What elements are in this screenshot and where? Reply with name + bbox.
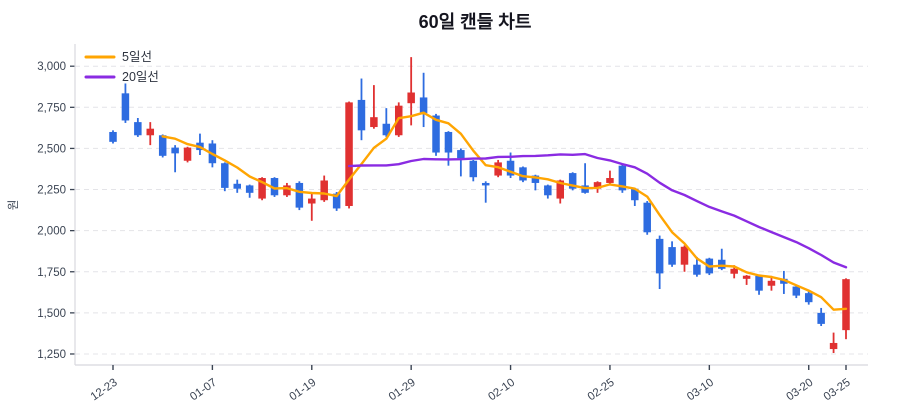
candle-body-down bbox=[817, 312, 825, 324]
legend-item-ma20: 20일선 bbox=[84, 70, 159, 84]
candle-body-down bbox=[432, 115, 440, 153]
candle-body-down bbox=[668, 247, 676, 265]
candle-body-down bbox=[481, 182, 490, 186]
x-tick-label: 12-23 bbox=[89, 377, 120, 404]
candle-body-down bbox=[631, 188, 639, 201]
candle-body-down bbox=[469, 160, 478, 178]
candle-body-down bbox=[531, 175, 540, 183]
candle-body-down bbox=[618, 165, 627, 191]
x-tick-label: 01-07 bbox=[188, 377, 219, 404]
candle-body-up bbox=[842, 279, 850, 331]
candle-body-up bbox=[494, 162, 502, 176]
candle-body-down bbox=[643, 202, 651, 233]
y-tick-label: 3,000 bbox=[37, 61, 66, 73]
candle-body-down bbox=[444, 131, 453, 153]
candle-body-down bbox=[121, 93, 130, 121]
x-tick-label: 03-10 bbox=[685, 377, 716, 404]
legend-label-ma20: 20일선 bbox=[122, 70, 159, 84]
candle-body-down bbox=[519, 167, 527, 181]
candle-body-up bbox=[283, 185, 291, 196]
candle-body-up bbox=[308, 198, 316, 204]
candle-body-up bbox=[829, 342, 838, 350]
candle-body-down bbox=[295, 182, 304, 208]
candle-body-down bbox=[382, 123, 391, 136]
candle-body-down bbox=[655, 238, 664, 274]
candle-body-up bbox=[183, 147, 192, 161]
ma-layer bbox=[161, 111, 848, 311]
candle-body-down bbox=[780, 278, 788, 284]
y-tick-label: 2,250 bbox=[37, 185, 66, 197]
grid-layer bbox=[75, 65, 868, 355]
x-tick-label: 01-29 bbox=[387, 377, 418, 404]
candle-body-down bbox=[568, 173, 577, 189]
candle-body-down bbox=[270, 178, 279, 196]
candle-body-down bbox=[233, 183, 241, 189]
x-tick-label: 03-25 bbox=[822, 377, 853, 404]
candle-body-down bbox=[755, 275, 763, 291]
candle-body-down bbox=[457, 150, 465, 159]
candle-body-down bbox=[158, 135, 167, 156]
candle-body-down bbox=[792, 286, 801, 296]
candle-body-down bbox=[109, 131, 117, 142]
y-axis-label: 원 bbox=[6, 200, 20, 211]
candle-body-up bbox=[320, 180, 328, 201]
candle-body-down bbox=[357, 99, 366, 131]
candle-body-down bbox=[804, 293, 813, 303]
candle-body-up bbox=[370, 117, 378, 128]
candle-body-up bbox=[146, 128, 155, 136]
y-tick-label: 1,500 bbox=[37, 308, 66, 320]
candle-body-up bbox=[345, 102, 353, 206]
candle-body-up bbox=[730, 268, 738, 274]
legend: 5일선 20일선 bbox=[84, 50, 159, 84]
y-tick-label: 2,750 bbox=[37, 102, 66, 114]
chart-title: 60일 캔들 차트 bbox=[419, 12, 532, 32]
candle-body-up bbox=[394, 105, 403, 136]
candle-body-up bbox=[407, 92, 415, 104]
candle-body-up bbox=[258, 178, 266, 199]
candle-body-up bbox=[606, 178, 614, 183]
x-tick-label: 02-25 bbox=[586, 377, 617, 404]
y-tick-label: 1,250 bbox=[37, 349, 66, 361]
candle-body-up bbox=[767, 280, 776, 286]
candle-body-up bbox=[680, 246, 689, 265]
axis-layer: 3,000 2,750 2,500 2,250 2,000 1,750 1,500 1,250… bbox=[37, 44, 868, 403]
candle-body-down bbox=[245, 185, 254, 193]
y-tick-label: 1,750 bbox=[37, 267, 66, 279]
candle-layer bbox=[109, 57, 850, 353]
x-tick-label: 03-20 bbox=[784, 377, 815, 404]
candle-body-up bbox=[556, 180, 565, 199]
x-tick-label: 01-19 bbox=[288, 377, 319, 404]
candle-body-down bbox=[544, 185, 552, 196]
legend-label-ma5: 5일선 bbox=[122, 50, 152, 64]
ma-line-20 bbox=[347, 152, 848, 269]
candle-body-down bbox=[171, 147, 179, 154]
ma-line-5 bbox=[161, 111, 848, 311]
candle-body-down bbox=[221, 163, 229, 188]
legend-item-ma5: 5일선 bbox=[84, 50, 152, 64]
candle-body-down bbox=[332, 193, 341, 209]
candle-body-down bbox=[419, 97, 428, 114]
candle-body-up bbox=[593, 182, 602, 189]
candle-body-down bbox=[718, 259, 726, 269]
x-tick-label: 02-10 bbox=[486, 377, 517, 404]
candle-body-down bbox=[506, 160, 515, 176]
y-tick-label: 2,000 bbox=[37, 226, 66, 238]
y-tick-label: 2,500 bbox=[37, 143, 66, 155]
candle-body-down bbox=[134, 122, 142, 136]
candle-body-up bbox=[742, 275, 751, 279]
candle-body-down bbox=[693, 264, 701, 275]
